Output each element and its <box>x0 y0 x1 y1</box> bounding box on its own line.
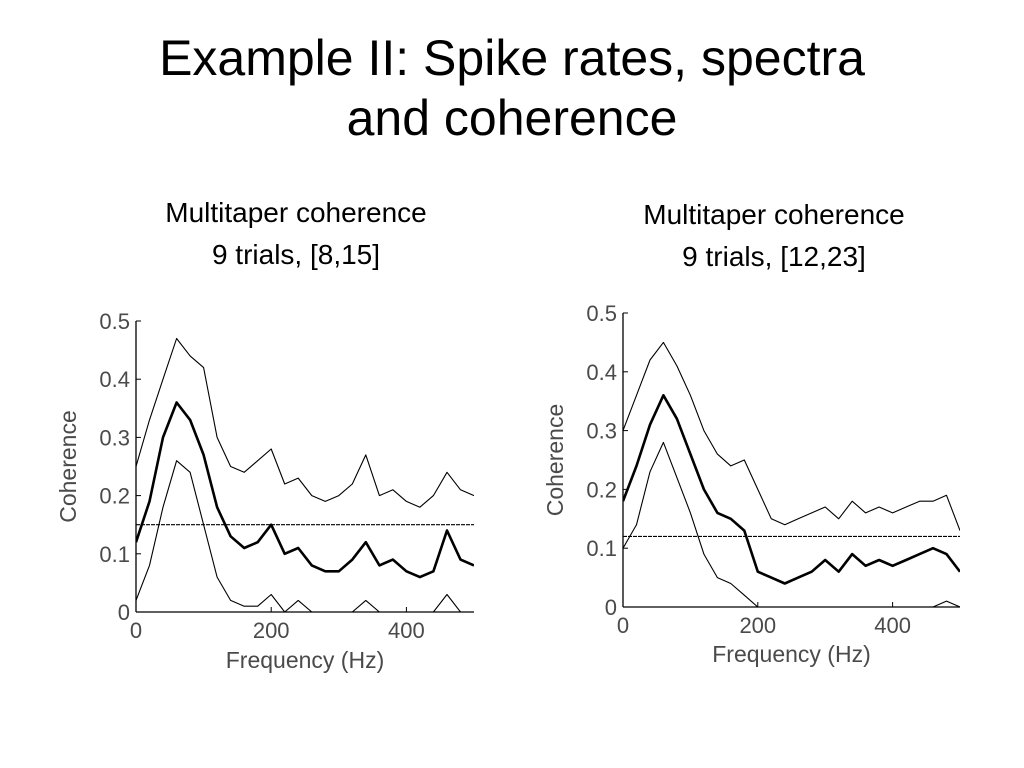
right-y-tick-label: 0 <box>605 595 617 620</box>
right-x-tick-label: 0 <box>617 613 629 638</box>
slide-title-line1: Example II: Spike rates, spectra <box>159 30 865 86</box>
right-y-tick-label: 0.3 <box>586 419 617 444</box>
right-y-tick-label: 0.1 <box>586 536 617 561</box>
left-x-tick-label: 400 <box>388 618 425 643</box>
slide-title-line2: and coherence <box>346 90 678 146</box>
right-y-tick-label: 0.4 <box>586 360 617 385</box>
slide-title: Example II: Spike rates, spectra and coh… <box>0 28 1024 148</box>
left-series-upper <box>136 337 474 508</box>
right-x-tick-label: 400 <box>874 613 911 638</box>
right-chart-title-line1: Multitaper coherence <box>643 199 905 230</box>
right-series-lower <box>623 441 960 607</box>
right-x-axis-label: Frequency (Hz) <box>712 641 870 667</box>
left-series-lower <box>136 460 474 612</box>
right-series-estimate <box>623 393 960 585</box>
left-x-tick-label: 0 <box>130 618 142 643</box>
right-x-tick-label: 200 <box>739 613 776 638</box>
left-x-tick-label: 200 <box>253 618 290 643</box>
left-chart-title: Multitaper coherence 9 trials, [8,15] <box>106 192 486 276</box>
left-chart-title-line1: Multitaper coherence <box>165 197 427 228</box>
left-y-axis-label: Coherence <box>55 410 81 523</box>
left-series-estimate <box>136 401 474 579</box>
left-y-tick-label: 0.4 <box>99 367 130 392</box>
right-y-tick-label: 0.5 <box>586 301 617 326</box>
left-y-tick-label: 0 <box>118 600 130 625</box>
right-y-tick-label: 0.2 <box>586 477 617 502</box>
right-chart-title-line2: 9 trials, [12,23] <box>682 241 866 272</box>
left-y-tick-label: 0.2 <box>99 484 130 509</box>
left-chart-title-line2: 9 trials, [8,15] <box>211 239 381 270</box>
left-y-tick-label: 0.5 <box>99 309 130 334</box>
left-y-tick-label: 0.1 <box>99 542 130 567</box>
left-y-tick-label: 0.3 <box>99 425 130 450</box>
right-series-upper <box>623 341 960 531</box>
right-y-axis-label: Coherence <box>542 404 568 517</box>
left-x-axis-label: Frequency (Hz) <box>226 647 384 673</box>
right-chart-title: Multitaper coherence 9 trials, [12,23] <box>584 194 964 278</box>
